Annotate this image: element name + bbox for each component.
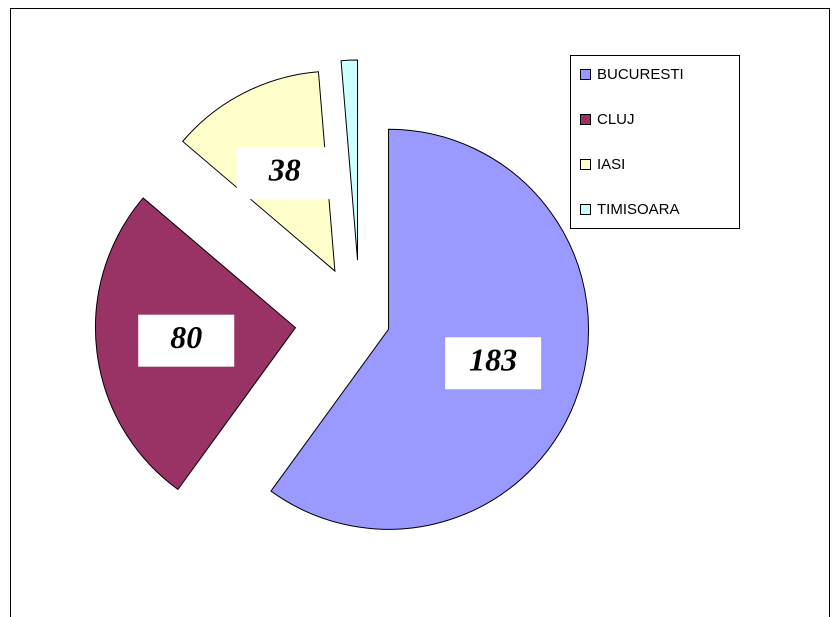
legend-label: CLUJ [597, 111, 635, 128]
legend-swatch [580, 159, 591, 170]
legend-label: BUCURESTI [597, 66, 684, 83]
legend-label: TIMISOARA [597, 201, 680, 218]
data-label: 80 [170, 319, 202, 355]
data-label: 183 [469, 342, 517, 378]
pie-slice [340, 59, 359, 261]
data-label-box [445, 337, 542, 390]
legend [570, 55, 740, 229]
data-label-box [236, 147, 333, 200]
legend-label: IASI [597, 156, 625, 173]
data-label: 38 [268, 152, 301, 188]
pie-slice [270, 128, 589, 530]
data-label-box [138, 314, 235, 367]
frame [10, 8, 830, 617]
legend-swatch [580, 69, 591, 80]
legend-swatch [580, 114, 591, 125]
legend-swatch [580, 204, 591, 215]
